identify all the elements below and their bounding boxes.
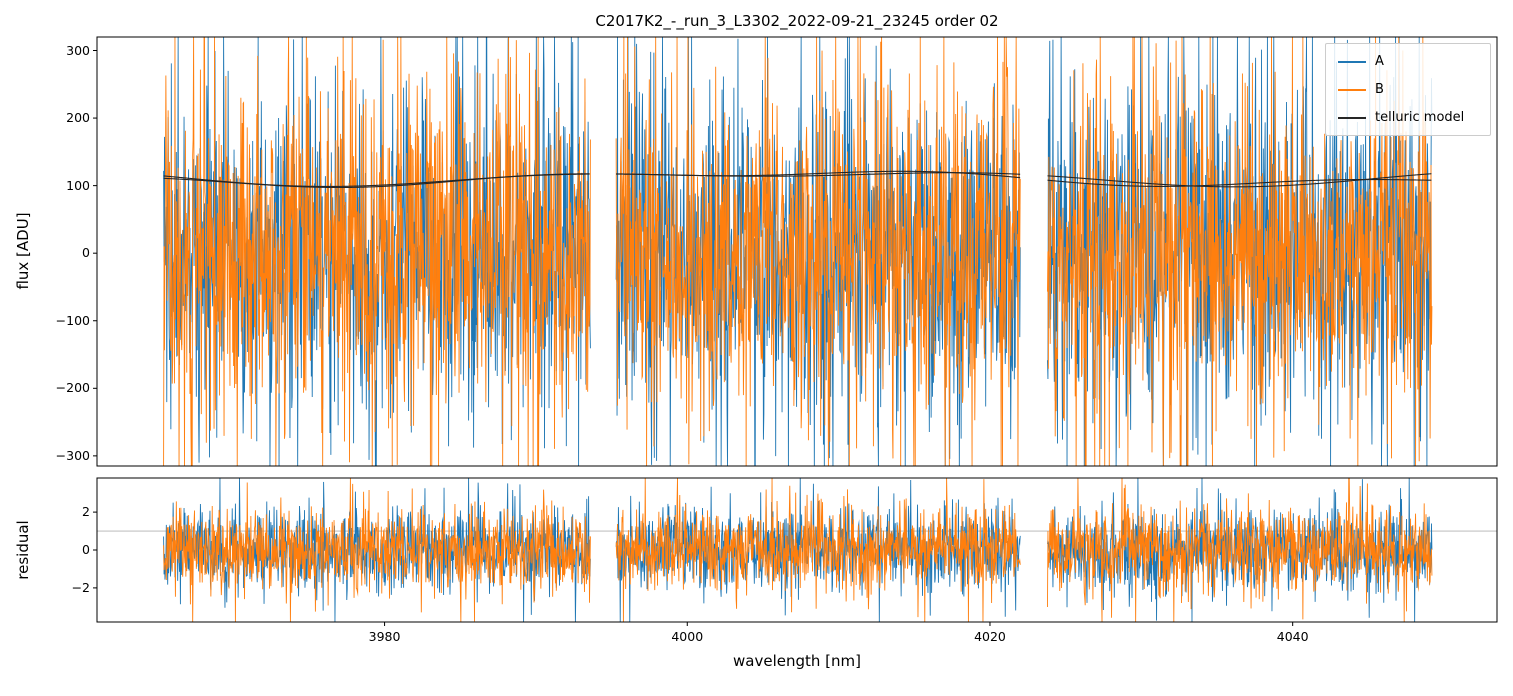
- x-tick-label: 4020: [974, 629, 1006, 644]
- y-tick-label: 0: [82, 542, 90, 557]
- y-tick-label: −300: [55, 447, 90, 463]
- y-tick-label: 300: [66, 42, 90, 58]
- y-tick-label: −200: [55, 380, 90, 396]
- y-tick-label: 0: [82, 245, 90, 261]
- y-tick-label: 200: [66, 110, 90, 126]
- legend-label-telluric-model: telluric model: [1375, 110, 1465, 125]
- legend-line-swatch-a: [1338, 60, 1366, 63]
- legend-line-swatch-b: [1338, 88, 1366, 91]
- x-tick-label: 3980: [368, 629, 401, 644]
- legend: A B telluric model: [1325, 43, 1491, 136]
- x-axis-label: wavelength [nm]: [733, 652, 861, 670]
- legend-entry-b: B: [1338, 82, 1478, 97]
- y-tick-label: 100: [66, 177, 90, 193]
- chart-title: C2017K2_-_run_3_L3302_2022-09-21_23245 o…: [595, 12, 999, 30]
- x-tick-label: 4000: [671, 629, 704, 644]
- y-tick-label: −2: [71, 579, 90, 595]
- y-tick-label: −100: [55, 312, 90, 328]
- legend-line-swatch-telluric-model: [1338, 116, 1366, 119]
- legend-entry-telluric-model: telluric model: [1338, 110, 1478, 125]
- y-tick-label: 2: [82, 504, 90, 520]
- x-tick-label: 4040: [1276, 629, 1309, 644]
- legend-label-b: B: [1375, 82, 1384, 97]
- legend-entry-a: A: [1338, 54, 1478, 69]
- legend-label-a: A: [1375, 54, 1384, 69]
